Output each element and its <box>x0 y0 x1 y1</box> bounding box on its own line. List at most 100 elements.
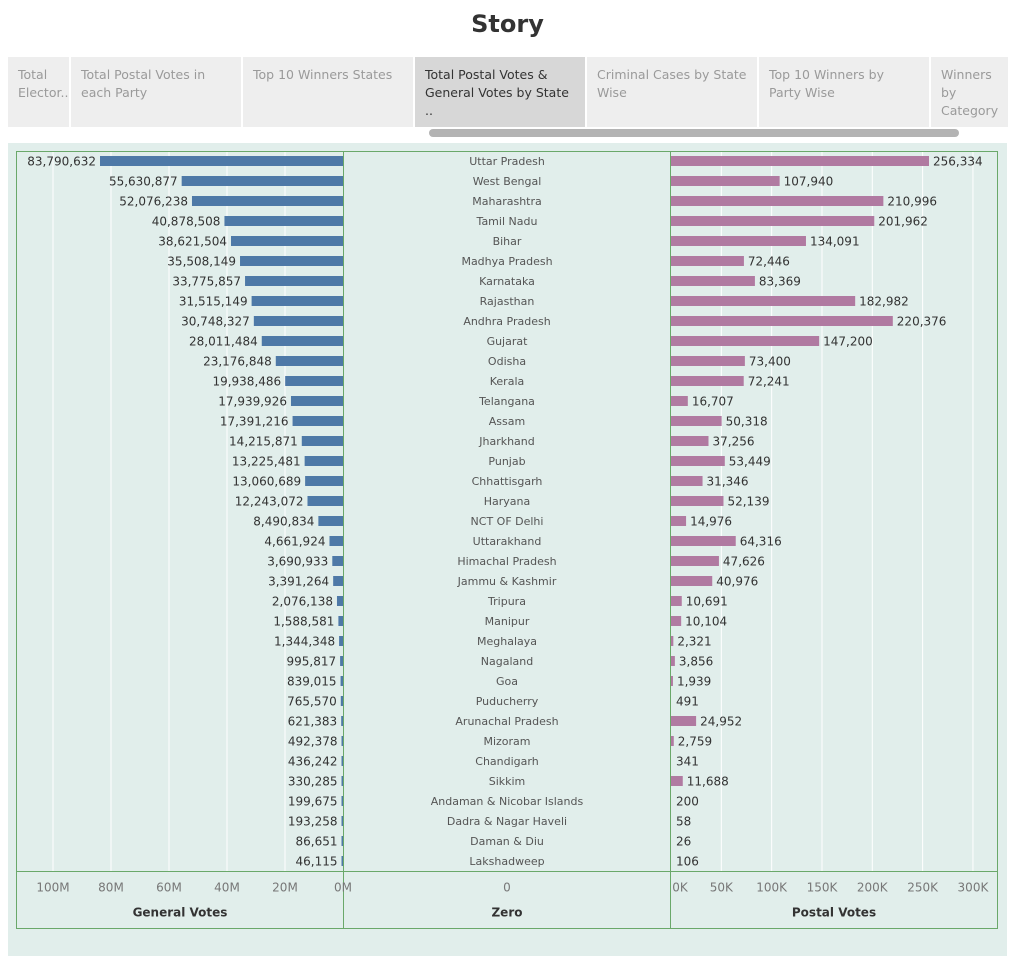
postal-votes-label: 31,346 <box>707 475 749 489</box>
state-label: Sikkim <box>489 775 526 788</box>
story-title: Story <box>471 10 544 38</box>
postal-votes-bar <box>671 276 755 286</box>
state-label: Haryana <box>484 495 531 508</box>
general-votes-bar <box>340 656 343 666</box>
tab-top-10-winners-party[interactable]: Top 10 Winners by Party Wise <box>759 57 929 127</box>
general-votes-label: 1,344,348 <box>274 635 335 649</box>
state-label: Uttarakhand <box>473 535 542 548</box>
postal-votes-bar <box>671 456 725 466</box>
postal-axis-tick: 50K <box>710 881 734 895</box>
state-label: Tripura <box>487 595 526 608</box>
general-votes-label: 621,383 <box>288 715 338 729</box>
tab-top-10-winners-states[interactable]: Top 10 Winners States <box>243 57 413 127</box>
state-label: Dadra & Nagar Haveli <box>447 815 567 828</box>
general-votes-label: 436,242 <box>288 755 338 769</box>
tab-total-electors[interactable]: Total Elector.. <box>8 57 69 127</box>
general-votes-bar <box>253 316 343 326</box>
general-votes-bar <box>100 156 343 166</box>
state-label: Lakshadweep <box>469 855 544 868</box>
general-votes-label: 8,490,834 <box>253 515 314 529</box>
state-label: Uttar Pradesh <box>469 155 545 168</box>
tab-scrollbar[interactable] <box>429 129 959 137</box>
postal-votes-bar <box>671 156 929 166</box>
general-votes-label: 30,748,327 <box>181 315 250 329</box>
postal-votes-bar <box>671 316 893 326</box>
state-label: Gujarat <box>487 335 529 348</box>
postal-votes-bar <box>671 736 674 746</box>
general-votes-label: 13,225,481 <box>232 455 301 469</box>
general-votes-label: 28,011,484 <box>189 335 258 349</box>
tab-winners-by-category[interactable]: Winners by Category .. <box>931 57 1008 127</box>
general-votes-label: 3,690,933 <box>267 555 328 569</box>
general-votes-bar <box>275 356 343 366</box>
postal-votes-bar <box>671 596 682 606</box>
postal-votes-label: 201,962 <box>878 215 928 229</box>
state-label: Madhya Pradesh <box>461 255 552 268</box>
postal-votes-label: 37,256 <box>712 435 754 449</box>
general-votes-bar <box>341 816 343 826</box>
postal-votes-label: 50,318 <box>726 415 768 429</box>
postal-votes-label: 200 <box>676 795 699 809</box>
postal-votes-bar <box>671 676 673 686</box>
general-axis-tick: 40M <box>214 881 240 895</box>
general-votes-bar <box>301 436 343 446</box>
general-votes-label: 52,076,238 <box>119 195 188 209</box>
general-votes-bar <box>285 376 343 386</box>
general-votes-bar <box>224 216 343 226</box>
chart-frame <box>16 151 998 929</box>
postal-votes-bar <box>671 256 744 266</box>
postal-votes-label: 64,316 <box>740 535 782 549</box>
general-votes-bar <box>318 516 343 526</box>
state-label: Himachal Pradesh <box>457 555 556 568</box>
postal-votes-label: 147,200 <box>823 335 873 349</box>
zero-axis-title: Zero <box>491 906 522 920</box>
state-label: Daman & Diu <box>470 835 544 848</box>
general-votes-bar <box>181 176 343 186</box>
general-votes-bar <box>332 556 343 566</box>
state-label: Maharashtra <box>472 195 542 208</box>
postal-votes-label: 16,707 <box>692 395 734 409</box>
postal-votes-bar <box>671 476 703 486</box>
state-label: Meghalaya <box>477 635 537 648</box>
general-votes-label: 193,258 <box>288 815 338 829</box>
postal-votes-label: 2,321 <box>677 635 711 649</box>
state-label: Tamil Nadu <box>476 215 538 228</box>
postal-votes-label: 47,626 <box>723 555 765 569</box>
state-label: Assam <box>489 415 525 428</box>
general-votes-bar <box>341 776 343 786</box>
general-votes-label: 492,378 <box>288 735 338 749</box>
tab-total-postal-votes-party[interactable]: Total Postal Votes in each Party <box>71 57 241 127</box>
tab-criminal-cases-by-state[interactable]: Criminal Cases by State Wise <box>587 57 757 127</box>
postal-axis-title: Postal Votes <box>792 906 876 920</box>
general-votes-bar <box>245 276 343 286</box>
postal-votes-bar <box>671 776 683 786</box>
postal-votes-label: 73,400 <box>749 355 791 369</box>
postal-votes-label: 341 <box>676 755 699 769</box>
state-label: Punjab <box>488 455 525 468</box>
general-votes-label: 19,938,486 <box>212 375 281 389</box>
general-votes-bar <box>341 736 343 746</box>
general-votes-bar <box>191 196 343 206</box>
postal-votes-bar <box>671 516 687 526</box>
postal-votes-bar <box>671 176 780 186</box>
general-votes-label: 199,675 <box>288 795 338 809</box>
tab-postal-general-votes-by-state[interactable]: Total Postal Votes & General Votes by St… <box>415 57 585 127</box>
general-votes-label: 17,939,926 <box>218 395 287 409</box>
general-votes-label: 330,285 <box>288 775 338 789</box>
general-votes-bar <box>341 836 343 846</box>
state-label: Goa <box>496 675 518 688</box>
postal-votes-bar <box>671 216 875 226</box>
postal-axis-tick: 0K <box>672 881 689 895</box>
general-votes-label: 13,060,689 <box>232 475 301 489</box>
general-votes-bar <box>251 296 343 306</box>
general-votes-bar <box>305 476 343 486</box>
postal-axis-tick: 150K <box>807 881 839 895</box>
postal-votes-label: 1,939 <box>677 675 711 689</box>
postal-votes-label: 210,996 <box>887 195 937 209</box>
general-axis-title: General Votes <box>133 906 228 920</box>
state-label: Arunachal Pradesh <box>455 715 558 728</box>
postal-votes-label: 58 <box>676 815 691 829</box>
state-label: Jharkhand <box>478 435 535 448</box>
postal-votes-label: 52,139 <box>727 495 769 509</box>
postal-votes-bar <box>671 396 688 406</box>
